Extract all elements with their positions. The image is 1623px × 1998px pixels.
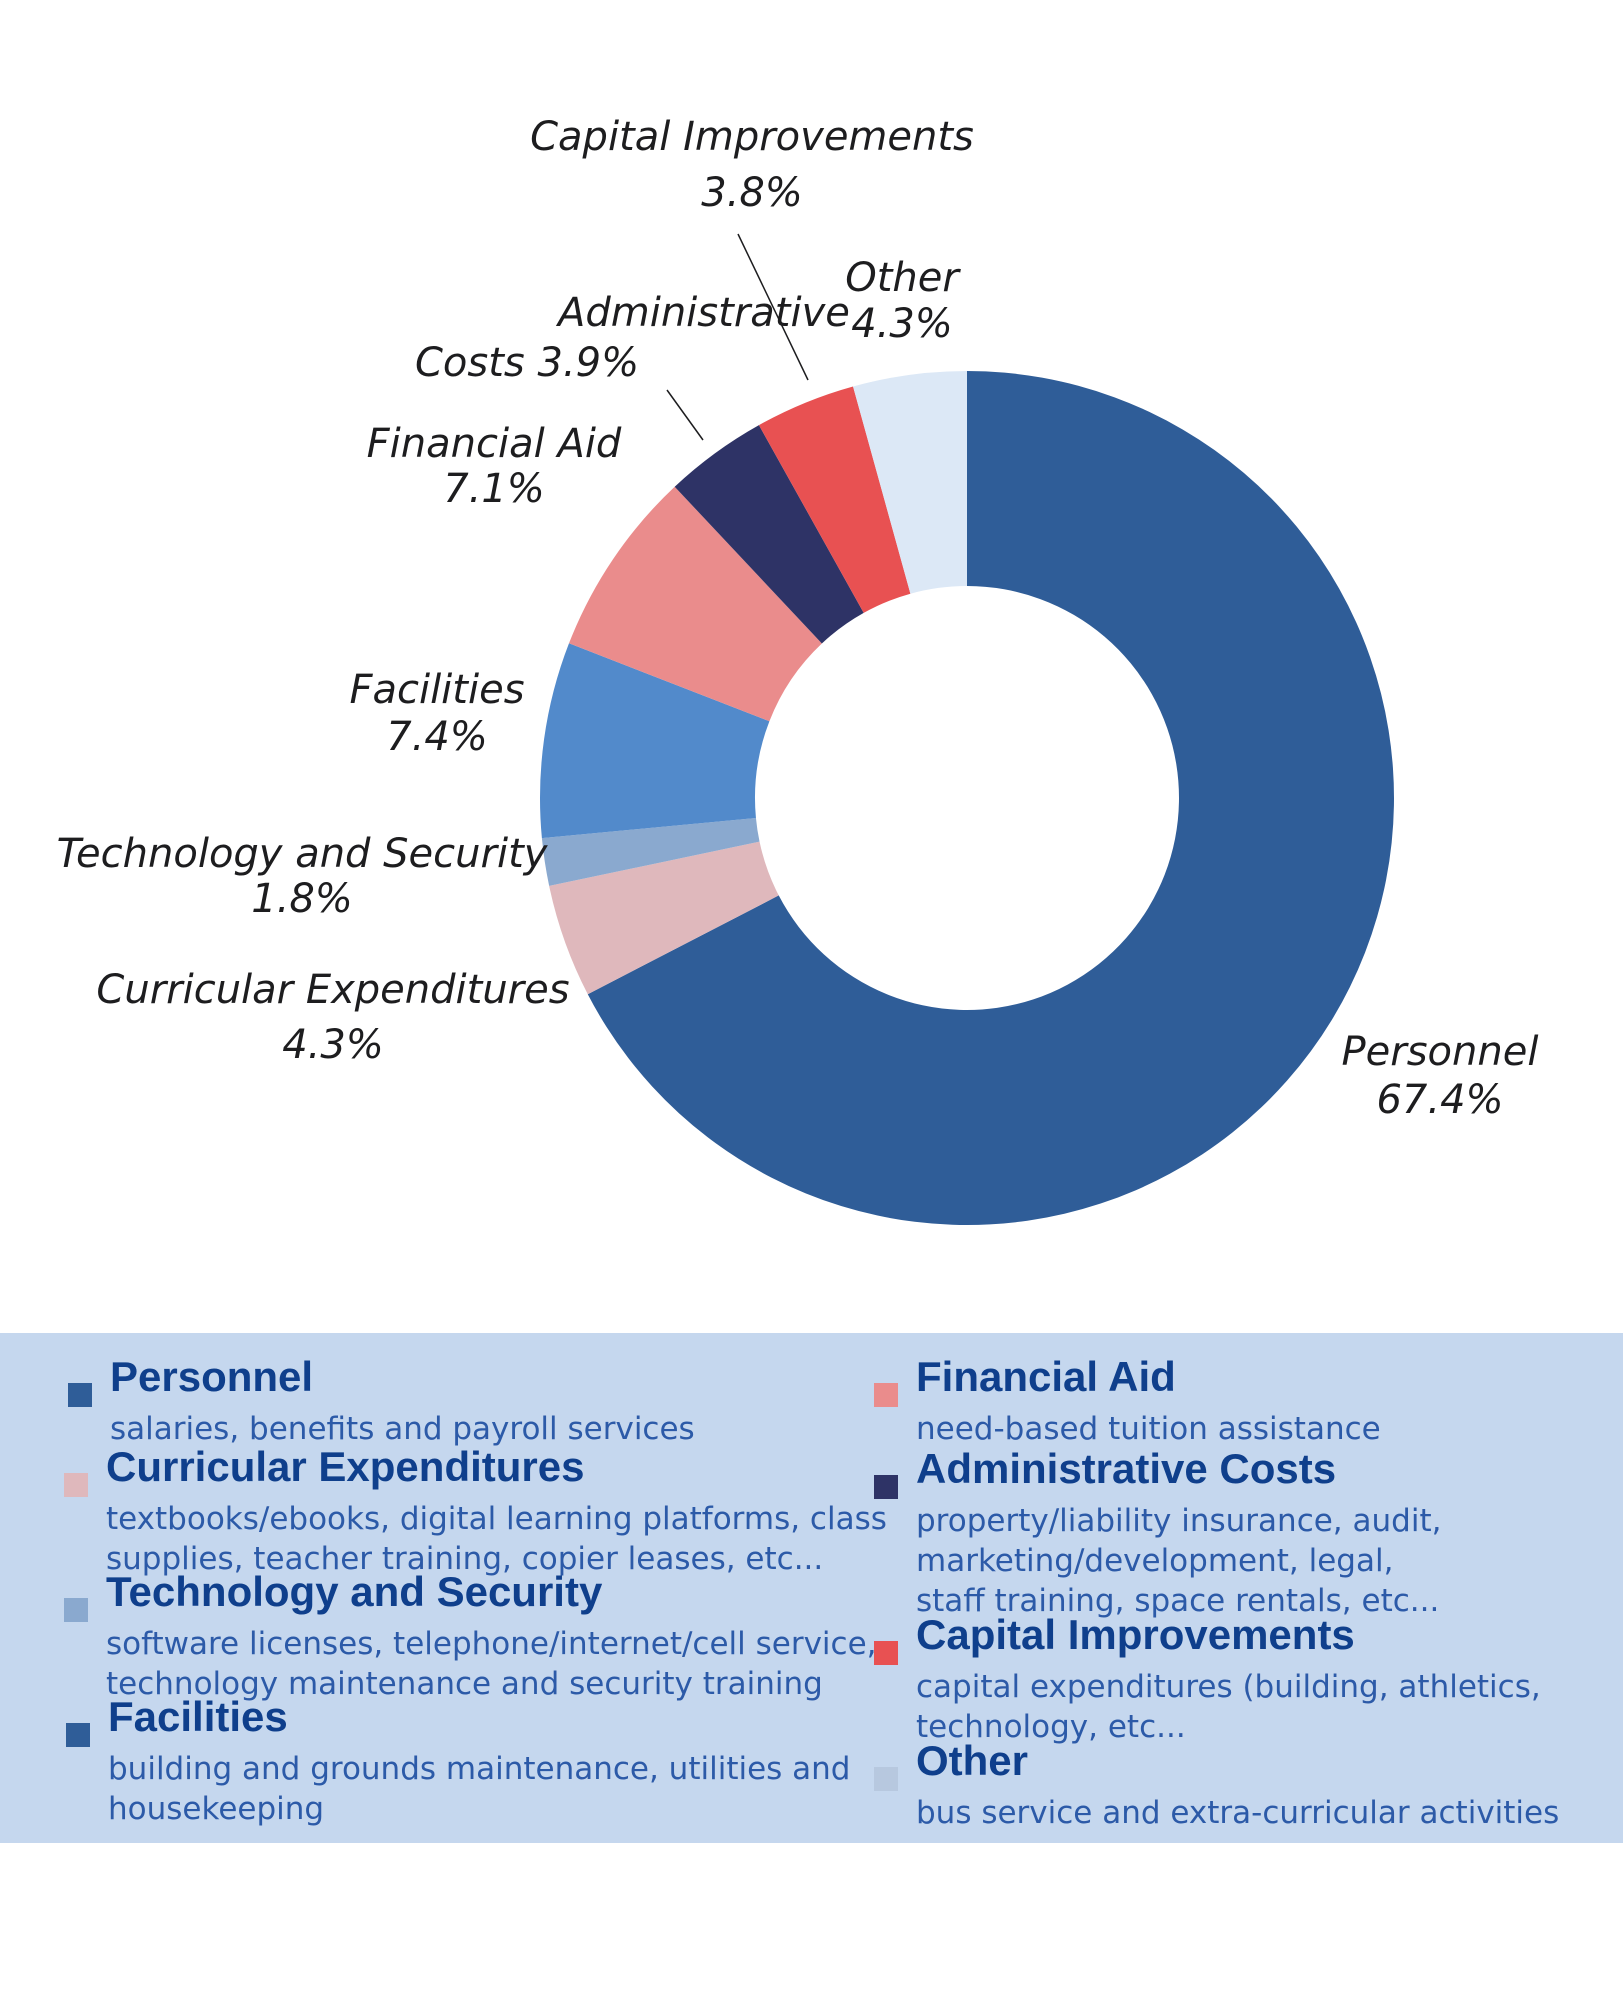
- legend-desc-facilities: building and grounds maintenance, utilit…: [108, 1751, 851, 1827]
- slice-label-line: Capital Improvements: [530, 114, 974, 160]
- slice-label-line: Personnel: [1342, 1029, 1539, 1075]
- slice-personnel: [587, 371, 1394, 1225]
- slice-label-line: 4.3%: [282, 1022, 384, 1068]
- legend-title-facilities: Facilities: [108, 1693, 288, 1740]
- leader-line-administrative-costs: [666, 389, 704, 441]
- slice-label-line: Facilities: [349, 667, 524, 713]
- legend-title-curricular-expenditures: Curricular Expenditures: [106, 1443, 585, 1490]
- slice-label-line: 7.1%: [443, 466, 545, 512]
- legend-desc-technology-and-security: software licenses, telephone/internet/ce…: [106, 1626, 877, 1702]
- slice-label-technology-and-security: Technology and Security 1.8%: [57, 831, 549, 922]
- slice-label-line: 3.8%: [701, 170, 803, 216]
- legend-desc-financial-aid: need-based tuition assistance: [916, 1411, 1381, 1447]
- legend-swatch-administrative-costs: [874, 1475, 898, 1499]
- legend-swatch-other: [874, 1767, 898, 1791]
- slice-label-financial-aid: Financial Aid 7.1%: [367, 421, 622, 512]
- legend-desc-administrative-costs: property/liability insurance, audit, mar…: [916, 1503, 1442, 1619]
- slice-label-personnel: Personnel 67.4%: [1342, 1029, 1539, 1123]
- legend-desc-other: bus service and extra-curricular activit…: [916, 1795, 1560, 1831]
- slice-label-line: 7.4%: [386, 714, 488, 760]
- slice-label-line: 1.8%: [251, 876, 353, 922]
- legend-title-technology-and-security: Technology and Security: [106, 1568, 603, 1615]
- slice-other: [853, 371, 967, 594]
- leader-lines: [666, 233, 809, 441]
- slice-administrative-costs: [674, 425, 864, 644]
- slice-facilities: [540, 643, 770, 839]
- leader-line-capital-improvements: [737, 233, 809, 381]
- legend-swatch-technology-and-security: [64, 1598, 88, 1622]
- legend-desc-curricular-expenditures: textbooks/ebooks, digital learning platf…: [106, 1501, 887, 1577]
- slice-label-line: 4.3%: [851, 301, 953, 347]
- slice-curricular-expenditures: [549, 841, 779, 995]
- legend-title-financial-aid: Financial Aid: [916, 1353, 1176, 1400]
- slice-label-line: 67.4%: [1376, 1077, 1503, 1123]
- slice-financial-aid: [569, 486, 822, 722]
- slice-label-capital-improvements: Capital Improvements 3.8%: [530, 114, 974, 216]
- donut-chart: Personnel 67.4% Curricular Expenditures 4.3…: [57, 114, 1539, 1225]
- slice-label-line: Technology and Security: [57, 831, 549, 877]
- slice-label-line: Administrative: [555, 290, 850, 336]
- legend-title-personnel: Personnel: [110, 1353, 314, 1400]
- slice-capital-improvements: [758, 386, 911, 613]
- slice-label-line: Financial Aid: [367, 421, 622, 467]
- legend-title-capital-improvements: Capital Improvements: [916, 1611, 1355, 1658]
- legend-swatch-personnel: [68, 1383, 92, 1407]
- legend-swatch-financial-aid: [874, 1383, 898, 1407]
- slice-label-curricular-expenditures: Curricular Expenditures 4.3%: [96, 967, 569, 1068]
- legend-panel: Personnel salaries, benefits and payroll…: [0, 1333, 1623, 1843]
- slice-label-line: Curricular Expenditures: [96, 967, 569, 1013]
- slice-label-other: Other 4.3%: [845, 255, 961, 347]
- legend-desc-capital-improvements: capital expenditures (building, athletic…: [916, 1669, 1541, 1745]
- legend-swatch-facilities: [66, 1723, 90, 1747]
- slice-labels: Personnel 67.4% Curricular Expenditures 4.3…: [57, 114, 1539, 1123]
- slice-label-line: Other: [845, 255, 961, 301]
- slice-label-facilities: Facilities 7.4%: [349, 667, 524, 760]
- slice-label-administrative-costs: Administrative Costs 3.9%: [415, 290, 850, 386]
- legend-desc-personnel: salaries, benefits and payroll services: [110, 1411, 695, 1447]
- legend-swatch-capital-improvements: [874, 1641, 898, 1665]
- donut-slices: [540, 371, 1394, 1225]
- legend-title-other: Other: [916, 1737, 1029, 1784]
- legend-swatch-curricular-expenditures: [64, 1473, 88, 1497]
- legend-title-administrative-costs: Administrative Costs: [916, 1445, 1337, 1492]
- slice-label-line: Costs 3.9%: [415, 340, 639, 386]
- slice-technology-and-security: [541, 817, 760, 886]
